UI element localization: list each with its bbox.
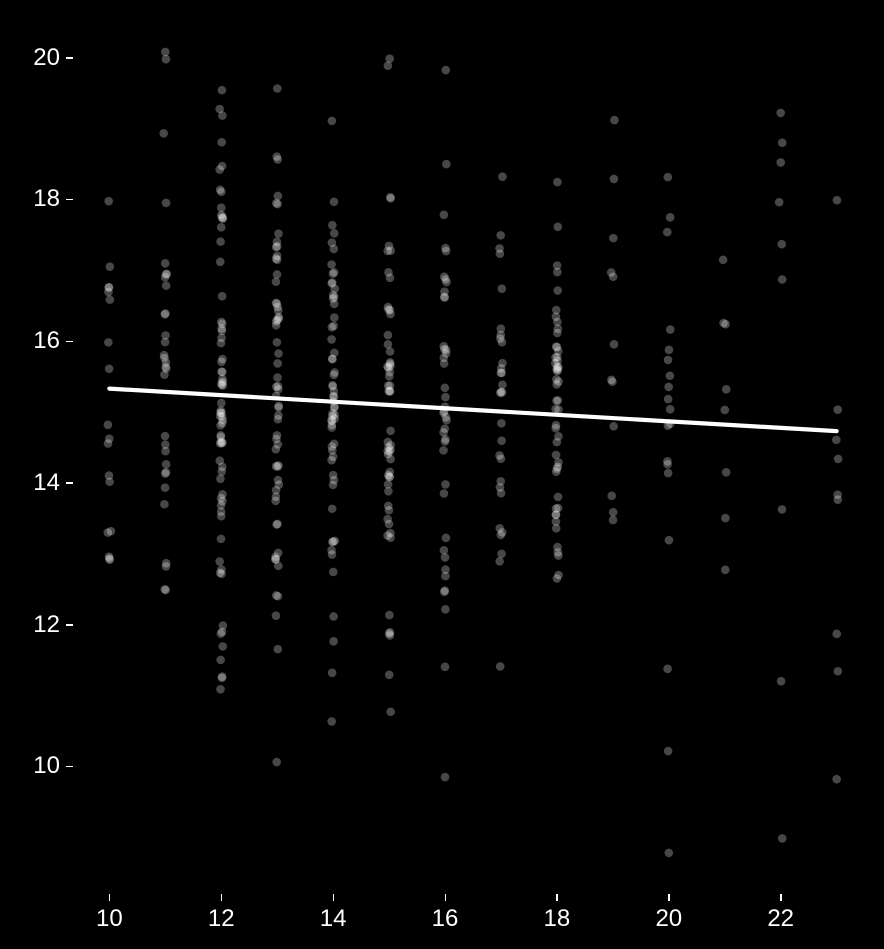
y-tick-label: 14 (33, 469, 60, 497)
x-tick-mark (556, 894, 558, 901)
x-tick-mark (109, 894, 111, 901)
x-tick-label: 14 (320, 905, 347, 933)
x-tick-label: 20 (655, 905, 682, 933)
x-tick-label: 16 (432, 905, 459, 933)
x-tick-mark (221, 894, 223, 901)
y-tick-label: 20 (33, 44, 60, 72)
x-tick-mark (668, 894, 670, 901)
x-tick-mark (780, 894, 782, 901)
y-tick-mark (66, 624, 73, 626)
regression-line (109, 389, 836, 432)
x-tick-mark (445, 894, 447, 901)
y-tick-label: 10 (33, 752, 60, 780)
y-tick-label: 16 (33, 327, 60, 355)
y-tick-mark (66, 341, 73, 343)
y-tick-mark (66, 482, 73, 484)
x-tick-label: 22 (767, 905, 794, 933)
x-tick-label: 12 (208, 905, 235, 933)
x-tick-label: 18 (544, 905, 571, 933)
x-tick-mark (333, 894, 335, 901)
x-tick-label: 10 (96, 905, 123, 933)
trend-line-layer (73, 8, 873, 894)
scatter-chart: 10 12 14 16 18 20 22 10 12 14 16 18 20 (0, 0, 884, 949)
y-tick-label: 18 (33, 185, 60, 213)
y-tick-label: 12 (33, 611, 60, 639)
y-tick-mark (66, 57, 73, 59)
y-tick-mark (66, 199, 73, 201)
plot-area (73, 8, 873, 894)
y-tick-mark (66, 766, 73, 768)
